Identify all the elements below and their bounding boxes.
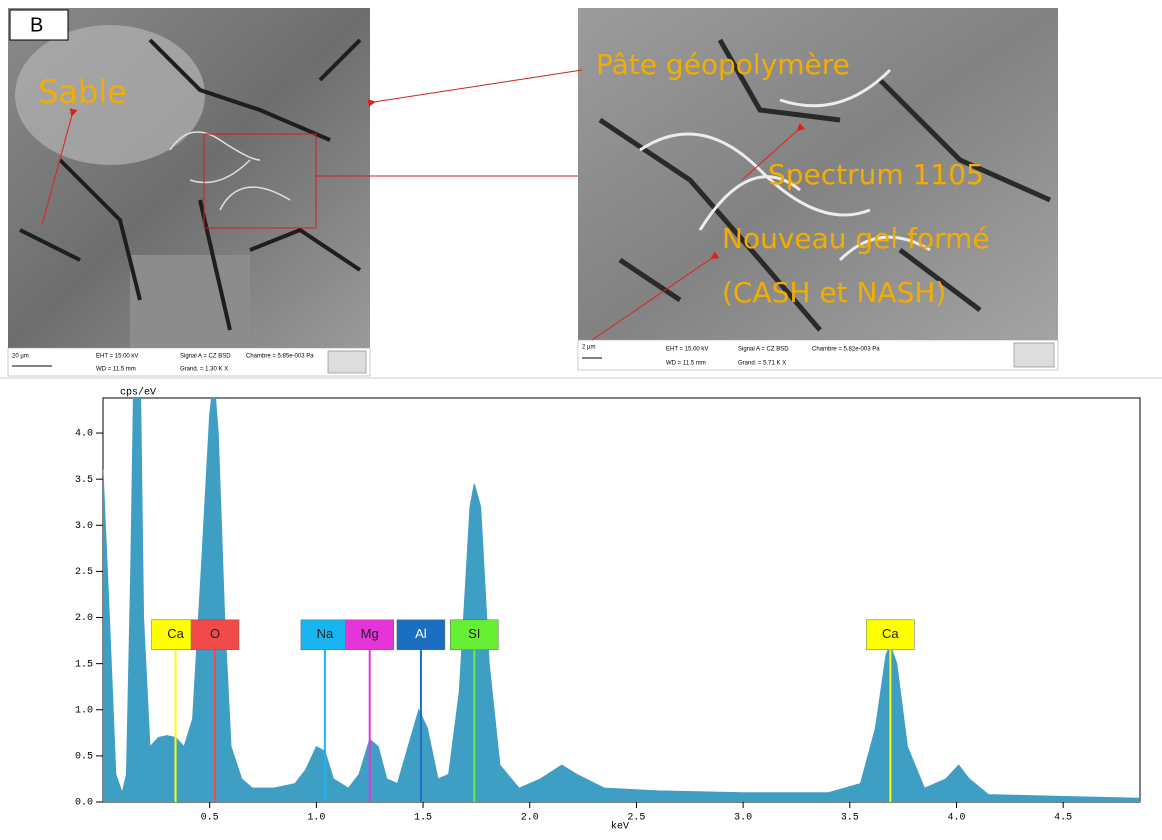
info-text: Grand. = 1.30 K X [180, 367, 228, 373]
annotation: Sable [38, 73, 127, 111]
x-axis-label: keV [611, 821, 629, 833]
y-tick-label: 2.0 [75, 613, 93, 624]
element-label: Ca [882, 626, 899, 641]
info-text: Chambre = 5.82e-003 Pa [812, 347, 880, 353]
plot-area: Ca O Na Mg Al SI Ca [103, 398, 1140, 802]
spectrum-chart: cps/eV keV [102, 387, 1141, 833]
element-label: Mg [361, 626, 379, 641]
element-label: Ca [167, 626, 184, 641]
y-tick-label: 3.5 [75, 475, 93, 486]
info-text: WD = 11.5 mm [96, 367, 136, 373]
annotation: Pâte géopolymère [596, 48, 850, 81]
y-tick-label: 0.0 [75, 798, 93, 809]
annotation: Spectrum 1105 [768, 158, 984, 191]
element-label: O [210, 626, 220, 641]
y-tick-label: 1.0 [75, 705, 93, 716]
sem-image-right: Pâte géopolymère Spectrum 1105 Nouveau g… [577, 8, 1059, 371]
y-tick-label: 2.5 [75, 567, 93, 578]
element-box [866, 619, 915, 651]
panel-label: B [30, 14, 43, 36]
x-tick-label: 0.5 [201, 813, 219, 824]
info-text: WD = 11.5 mm [666, 361, 706, 367]
x-tick-label: 1.5 [414, 813, 432, 824]
element-box [300, 619, 350, 651]
scale-label: 20 µm [12, 354, 29, 360]
y-axis-label: cps/eV [120, 387, 156, 399]
element-label: Al [415, 626, 427, 641]
info-text: Signal A = CZ BSD [180, 354, 231, 360]
y-tick-label: 3.0 [75, 521, 93, 532]
plot-frame [102, 397, 1141, 803]
info-text: Grand. = 5.71 K X [738, 361, 786, 367]
element-box [190, 619, 240, 651]
y-tick-label: 0.5 [75, 752, 93, 763]
sem-image-left: B Sable 20 µm EHT = 15.00 kV WD = 11.5 m… [7, 8, 371, 377]
connector [367, 69, 583, 107]
element-box [450, 619, 499, 651]
element-label: SI [468, 626, 480, 641]
x-tick-label: 4.0 [947, 813, 965, 824]
y-tick-label: 1.5 [75, 659, 93, 670]
info-text: Chambre = 5.85e-003 Pa [246, 354, 314, 360]
x-tick-label: 3.5 [841, 813, 859, 824]
element-label: Na [317, 626, 334, 641]
info-text: EHT = 15.00 kV [96, 354, 138, 360]
x-tick-label: 4.5 [1054, 813, 1072, 824]
info-text: Signal A = CZ BSD [738, 347, 789, 353]
x-tick-label: 2.0 [521, 813, 539, 824]
scale-label: 2 µm [582, 345, 595, 351]
annotation: Nouveau gel formé [722, 222, 990, 255]
x-tick-label: 2.5 [627, 813, 645, 824]
x-tick-label: 1.0 [307, 813, 325, 824]
annotation: (CASH et NASH) [722, 276, 946, 309]
element-box [396, 619, 446, 651]
info-text: EHT = 15.00 kV [666, 347, 708, 353]
element-box [345, 619, 394, 651]
x-tick-label: 3.0 [734, 813, 752, 824]
y-tick-label: 4.0 [75, 429, 93, 440]
